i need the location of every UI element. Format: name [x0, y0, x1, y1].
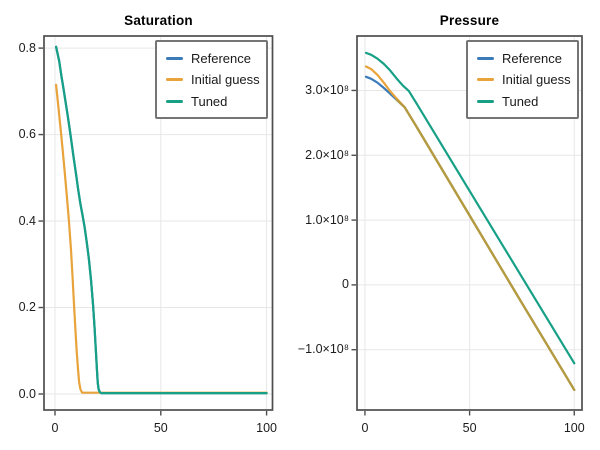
saturation-initial-guess-line: [54, 83, 268, 394]
saturation-y-tick-label: 0.8: [18, 40, 36, 55]
pressure-x-tick-label: 100: [563, 421, 585, 435]
legend-label: Tuned: [502, 93, 539, 109]
legend-label: Reference: [191, 50, 251, 66]
saturation-x-tick-label: 100: [256, 421, 277, 435]
legend-item-initial-guess: Initial guess: [166, 72, 266, 87]
saturation-x-tick-label: 50: [153, 421, 168, 435]
pressure-y-tick-label: 0: [342, 277, 349, 292]
legend-item-reference: Reference: [166, 51, 266, 66]
legend-label: Initial guess: [502, 72, 571, 87]
initial-guess-line-swatch: [166, 78, 183, 81]
saturation-y-tick-label: 0.6: [18, 127, 36, 142]
pressure-x-tick-label: 50: [462, 421, 477, 435]
pressure-series: [364, 51, 576, 391]
pressure-axis-frame: [356, 35, 583, 411]
saturation-y-tick-label: 0.4: [18, 213, 36, 228]
legend-label: Initial guess: [191, 72, 260, 87]
legend-item-reference: Reference: [477, 51, 577, 66]
pressure-y-tick-label: 2.0×10⁸: [305, 147, 349, 162]
pressure-plot-title: Pressure: [439, 13, 500, 28]
saturation-axis-frame: [43, 35, 274, 411]
saturation-y-tick-label: 0.2: [18, 300, 36, 315]
tuned-line-swatch: [166, 99, 183, 103]
pressure-x-tick-label: 0: [361, 421, 369, 435]
legend-label: Tuned: [191, 93, 228, 109]
pressure-tuned-line: [364, 51, 576, 365]
pressure-y-tick-label: 1.0×10⁸: [305, 212, 349, 227]
pressure-reference-initial-overlap-line: [395, 98, 576, 391]
legend-item-tuned: Tuned: [166, 94, 266, 109]
pressure-reference-line: [364, 75, 576, 391]
reference-line-swatch: [166, 56, 183, 60]
pressure-y-tick-label: −1.0×10⁸: [297, 342, 349, 357]
legend-item-tuned: Tuned: [477, 94, 577, 109]
initial-guess-line-swatch: [477, 78, 494, 81]
saturation-tick-marks: [38, 47, 268, 416]
legend-label: Reference: [502, 50, 562, 66]
saturation-tuned-line: [54, 45, 268, 395]
saturation-legend: Reference Initial guess Tuned: [155, 40, 268, 119]
pressure-legend: Reference Initial guess Tuned: [466, 40, 579, 119]
tuned-line-swatch: [477, 99, 494, 103]
pressure-tick-marks: [351, 89, 575, 416]
pressure-y-tick-label: 3.0×10⁸: [305, 82, 349, 97]
saturation-plot-title: Saturation: [124, 13, 193, 28]
saturation-x-tick-label: 0: [51, 421, 59, 435]
saturation-series: [54, 45, 268, 395]
saturation-y-tick-label: 0.0: [18, 386, 36, 401]
legend-item-initial-guess: Initial guess: [477, 72, 577, 87]
reference-line-swatch: [477, 56, 494, 60]
